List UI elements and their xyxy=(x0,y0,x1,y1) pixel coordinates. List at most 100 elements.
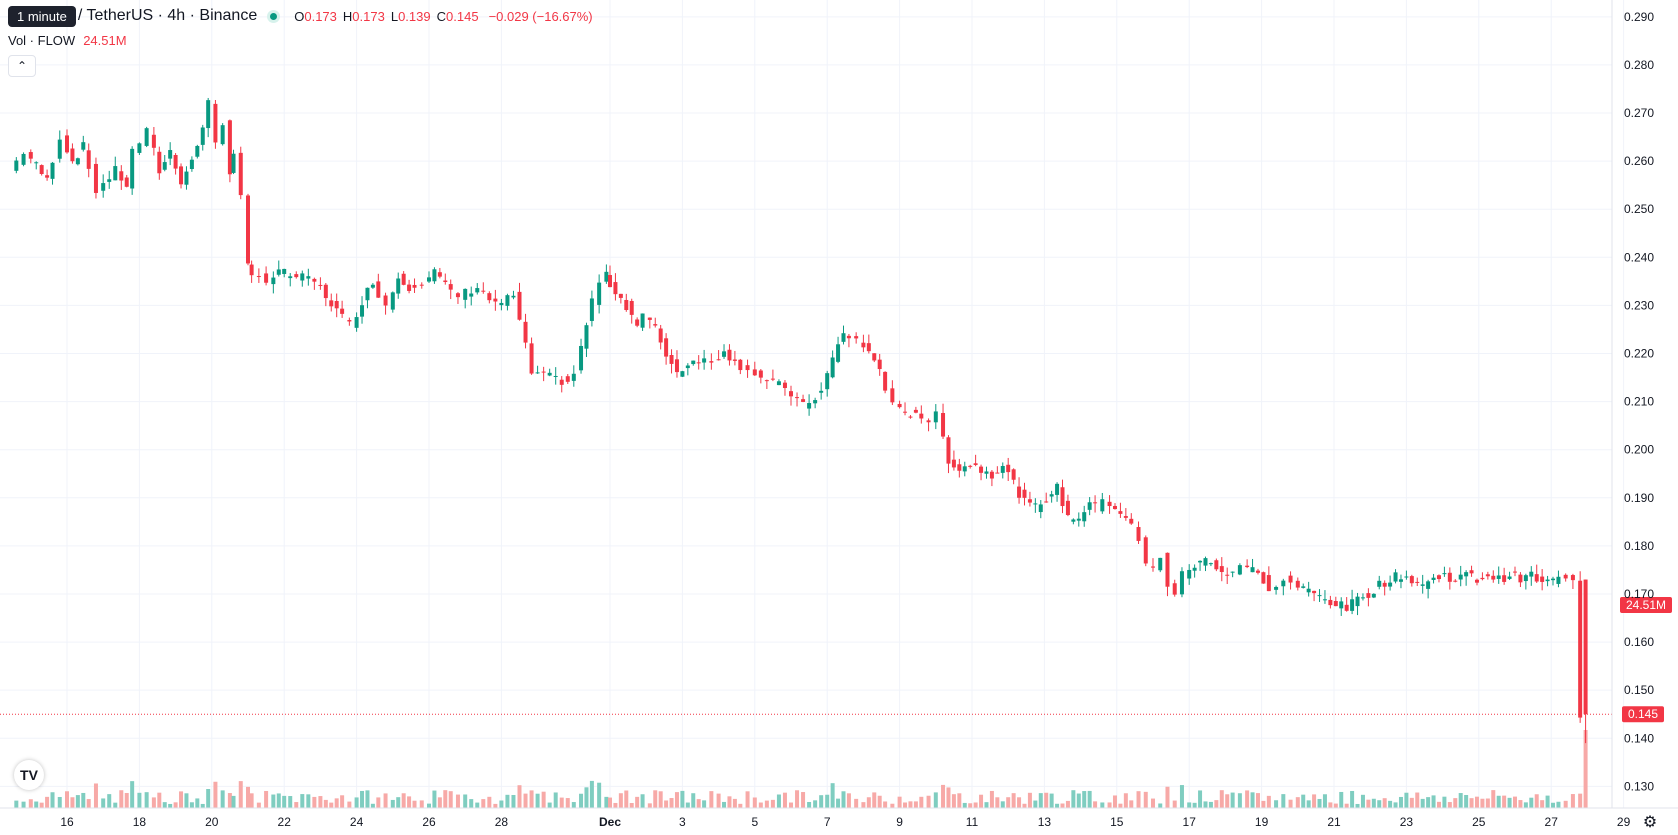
volume-bar xyxy=(1312,794,1317,808)
volume-bar xyxy=(770,799,775,808)
volume-bar xyxy=(1076,793,1081,808)
volume-bar xyxy=(1107,802,1112,808)
volume-bar xyxy=(271,794,276,808)
candle-body xyxy=(658,328,663,343)
volume-bar xyxy=(584,787,589,808)
volume-bar xyxy=(727,796,732,808)
volume-bar xyxy=(819,795,824,808)
volume-bar xyxy=(407,796,412,808)
market-status-icon[interactable] xyxy=(267,9,281,23)
candle-body xyxy=(745,365,750,371)
candle-body xyxy=(1513,571,1517,573)
volume-bar xyxy=(1143,791,1148,808)
gear-icon[interactable]: ⚙ xyxy=(1642,814,1658,831)
volume-bar xyxy=(1404,792,1409,808)
candle-body xyxy=(877,359,882,370)
candle-body xyxy=(1000,465,1005,473)
candle-body xyxy=(1022,489,1027,498)
candle-body xyxy=(653,324,658,326)
candle-body xyxy=(995,472,1000,474)
candle-body xyxy=(407,284,412,291)
volume-bar xyxy=(535,793,540,808)
candle-body xyxy=(1578,580,1583,718)
volume-bar xyxy=(481,799,486,808)
volume-bar xyxy=(1371,798,1376,808)
volume-bar xyxy=(107,794,112,808)
candle-body xyxy=(1044,501,1049,503)
volume-bar xyxy=(1158,803,1163,808)
volume-bar xyxy=(1447,802,1452,808)
volume-bar xyxy=(70,797,75,808)
candle-body xyxy=(523,321,528,343)
volume-bar xyxy=(390,799,395,808)
time-tick-label: 28 xyxy=(495,815,509,829)
volume-bar xyxy=(629,803,634,808)
volume-bar xyxy=(722,801,727,808)
candle-body xyxy=(890,388,895,403)
volume-bar xyxy=(220,790,225,808)
time-tick-label: 17 xyxy=(1183,815,1197,829)
candle-body xyxy=(65,135,69,153)
candle-body xyxy=(624,299,629,311)
candle-body xyxy=(1540,576,1545,582)
candle-body xyxy=(1203,558,1208,566)
volume-legend[interactable]: Vol · FLOW 24.51M xyxy=(8,33,127,48)
candle-body xyxy=(547,372,552,376)
candle-body xyxy=(1055,483,1060,495)
candle-body xyxy=(57,139,62,159)
volume-bar xyxy=(360,790,365,808)
candle-body xyxy=(866,343,871,352)
candle-body xyxy=(1350,599,1355,611)
candle-body xyxy=(1274,586,1279,590)
candle-body xyxy=(1123,516,1128,518)
candle-body xyxy=(789,391,793,397)
volume-bar xyxy=(979,794,984,808)
volume-bar xyxy=(246,786,250,808)
candle-body xyxy=(220,125,225,145)
volume-bar xyxy=(1011,793,1016,808)
time-tick-label: 19 xyxy=(1255,815,1269,829)
candle-body xyxy=(511,295,516,298)
candle-body xyxy=(1255,570,1260,573)
volume-bar xyxy=(1261,800,1266,808)
volume-bar xyxy=(1225,794,1230,808)
candle-body xyxy=(306,276,311,279)
candle-body xyxy=(1179,571,1184,595)
candle-body xyxy=(903,411,908,413)
symbol-title[interactable]: / TetherUS · 4h · Binance xyxy=(77,7,258,24)
candle-body xyxy=(758,370,763,378)
volume-bar xyxy=(1420,798,1425,808)
candle-body xyxy=(951,459,956,468)
candle-body xyxy=(1545,579,1550,582)
volume-bar xyxy=(21,801,26,808)
candle-body xyxy=(124,177,129,187)
candle-body xyxy=(776,381,781,386)
candle-body xyxy=(1214,560,1219,570)
candle-body xyxy=(1480,577,1485,580)
candle-body xyxy=(1415,581,1420,583)
candle-body xyxy=(475,288,480,293)
volume-bar xyxy=(1006,797,1011,808)
volume-bar xyxy=(1551,802,1556,808)
candle-body xyxy=(329,300,334,307)
volume-bar xyxy=(1540,800,1545,808)
volume-bar xyxy=(137,792,142,808)
volume-bar xyxy=(1570,794,1575,808)
candle-body xyxy=(1388,582,1393,587)
candle-body xyxy=(481,290,486,292)
price-tick-label: 0.230 xyxy=(1624,298,1654,312)
volume-bar xyxy=(113,802,118,808)
candle-body xyxy=(1398,579,1403,582)
candle-body xyxy=(39,165,44,175)
volume-bar xyxy=(173,802,178,808)
candle-body xyxy=(565,376,570,382)
collapse-legend-button[interactable]: ⌃ xyxy=(8,55,36,77)
candle-body xyxy=(1551,578,1556,581)
candle-body xyxy=(50,162,55,179)
candle-body xyxy=(1436,575,1441,580)
tradingview-logo-icon[interactable]: TV xyxy=(14,760,44,790)
candle-body xyxy=(1288,575,1293,583)
candle-body xyxy=(312,278,317,282)
